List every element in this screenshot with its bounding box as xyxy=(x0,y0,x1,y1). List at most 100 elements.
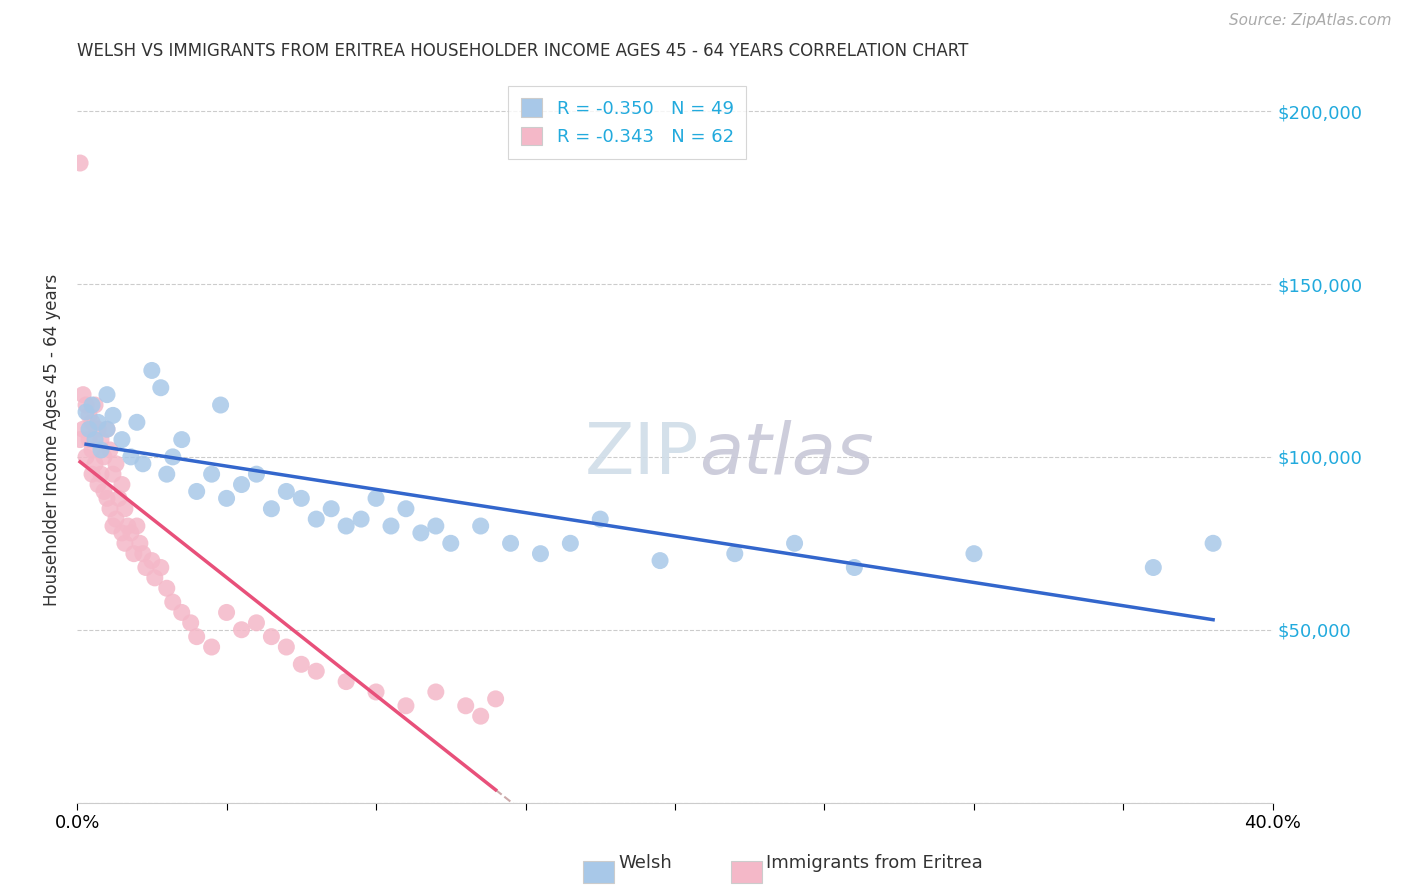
Point xyxy=(96,422,118,436)
Point xyxy=(560,536,582,550)
Point xyxy=(132,547,155,561)
Point xyxy=(149,560,172,574)
Point xyxy=(77,433,100,447)
Point xyxy=(77,409,100,423)
Point xyxy=(364,685,387,699)
Point xyxy=(364,491,387,506)
Point xyxy=(69,433,91,447)
Point xyxy=(186,484,208,499)
Point xyxy=(201,640,224,654)
Point xyxy=(170,606,193,620)
Point xyxy=(783,536,806,550)
Point xyxy=(80,467,103,482)
Point xyxy=(1202,536,1225,550)
Point xyxy=(141,363,163,377)
Point xyxy=(96,422,118,436)
Point xyxy=(231,477,253,491)
Point xyxy=(425,519,447,533)
Point xyxy=(290,491,312,506)
Point xyxy=(80,415,103,429)
Text: ZIP: ZIP xyxy=(585,419,699,489)
Point xyxy=(75,398,97,412)
Point xyxy=(104,512,127,526)
Point xyxy=(209,398,232,412)
Point xyxy=(335,674,357,689)
Point xyxy=(156,467,179,482)
Point xyxy=(87,422,110,436)
Point xyxy=(844,560,866,574)
Point xyxy=(162,450,184,464)
Point xyxy=(101,409,124,423)
Point xyxy=(114,536,136,550)
Point xyxy=(454,698,477,713)
Point xyxy=(111,525,134,540)
Point xyxy=(149,381,172,395)
Point xyxy=(93,484,115,499)
Point xyxy=(529,547,551,561)
Text: WELSH VS IMMIGRANTS FROM ERITREA HOUSEHOLDER INCOME AGES 45 - 64 YEARS CORRELATI: WELSH VS IMMIGRANTS FROM ERITREA HOUSEHO… xyxy=(77,42,969,60)
Point xyxy=(84,433,107,447)
Point xyxy=(180,615,202,630)
Text: Source: ZipAtlas.com: Source: ZipAtlas.com xyxy=(1229,13,1392,29)
Point xyxy=(409,525,432,540)
Point xyxy=(170,433,193,447)
Y-axis label: Householder Income Ages 45 - 64 years: Householder Income Ages 45 - 64 years xyxy=(44,274,60,606)
Point xyxy=(245,615,267,630)
Point xyxy=(135,560,157,574)
Point xyxy=(114,501,136,516)
Point xyxy=(162,595,184,609)
Point xyxy=(395,698,418,713)
Point xyxy=(350,512,373,526)
Point xyxy=(93,450,115,464)
Point xyxy=(69,156,91,170)
Point xyxy=(90,433,112,447)
Point xyxy=(276,640,298,654)
Point xyxy=(589,512,612,526)
Point xyxy=(98,442,121,457)
Point xyxy=(499,536,522,550)
Point xyxy=(125,415,148,429)
Point xyxy=(84,457,107,471)
Point xyxy=(186,630,208,644)
Point xyxy=(80,442,103,457)
Point xyxy=(963,547,986,561)
Point xyxy=(98,501,121,516)
Text: Welsh: Welsh xyxy=(619,855,672,872)
Point xyxy=(77,422,100,436)
Point xyxy=(215,606,238,620)
Point xyxy=(215,491,238,506)
Point xyxy=(470,519,492,533)
Point xyxy=(108,491,131,506)
Point xyxy=(470,709,492,723)
Point xyxy=(90,442,112,457)
Point xyxy=(648,553,671,567)
Point xyxy=(485,691,508,706)
Legend: R = -0.350   N = 49, R = -0.343   N = 62: R = -0.350 N = 49, R = -0.343 N = 62 xyxy=(508,86,747,159)
Point xyxy=(111,477,134,491)
Point xyxy=(122,547,145,561)
Point xyxy=(440,536,463,550)
Point xyxy=(80,398,103,412)
Point xyxy=(101,467,124,482)
Point xyxy=(90,467,112,482)
Point xyxy=(321,501,343,516)
Point xyxy=(143,571,166,585)
Point xyxy=(260,630,283,644)
Text: atlas: atlas xyxy=(699,419,873,489)
Point xyxy=(120,450,142,464)
Point xyxy=(96,387,118,401)
Point xyxy=(96,491,118,506)
Point xyxy=(75,405,97,419)
Point xyxy=(72,422,94,436)
Point xyxy=(1142,560,1164,574)
Point xyxy=(335,519,357,533)
Point xyxy=(231,623,253,637)
Point xyxy=(75,450,97,464)
Point xyxy=(276,484,298,499)
Point xyxy=(724,547,747,561)
Point xyxy=(87,477,110,491)
Point xyxy=(128,536,150,550)
Point xyxy=(156,581,179,595)
Point xyxy=(132,457,155,471)
Point xyxy=(380,519,402,533)
